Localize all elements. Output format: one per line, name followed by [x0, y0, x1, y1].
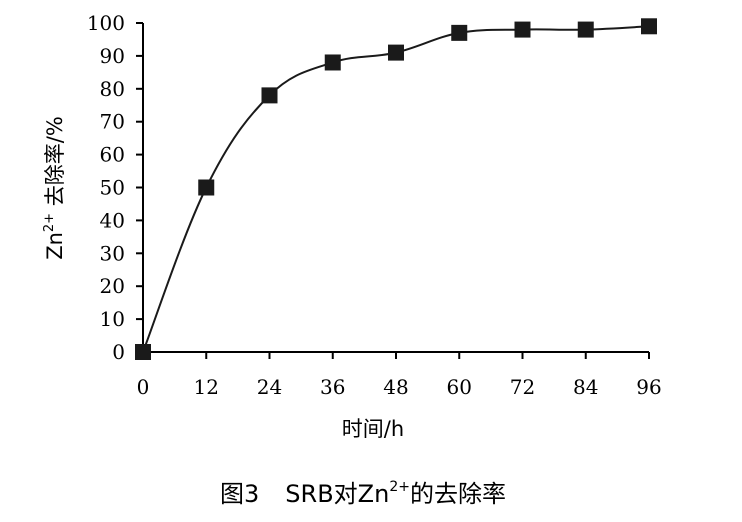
caption-superscript: 2+ — [389, 479, 410, 495]
x-tick-label: 96 — [636, 375, 661, 399]
y-axis-label-base: Zn — [43, 232, 67, 260]
x-tick-label: 12 — [194, 375, 219, 399]
x-ticks: 0 12 24 36 48 60 72 84 96 — [137, 352, 662, 399]
x-tick-label: 48 — [383, 375, 408, 399]
caption-prefix: 图3 — [220, 480, 259, 508]
caption-suffix: 的去除率 — [410, 480, 506, 508]
y-tick-label: 10 — [100, 307, 125, 331]
data-point-marker — [198, 179, 215, 196]
data-point-marker — [514, 21, 531, 38]
x-tick-label: 84 — [573, 375, 598, 399]
data-point-marker — [641, 18, 657, 35]
y-axis-label: Zn2+ 去除率/% — [42, 116, 67, 260]
y-tick-label: 40 — [100, 208, 125, 232]
data-point-marker — [324, 54, 341, 71]
y-tick-label: 90 — [100, 44, 125, 68]
x-tick-label: 36 — [320, 375, 345, 399]
x-tick-label: 0 — [137, 375, 150, 399]
y-tick-label: 100 — [87, 11, 125, 35]
y-tick-label: 80 — [100, 77, 125, 101]
figure-caption: 图3 SRB对Zn2+的去除率 — [220, 479, 506, 508]
data-point-marker — [577, 21, 594, 38]
caption-main: SRB对Zn — [285, 480, 389, 508]
axes — [142, 23, 649, 353]
y-ticks: 0 10 20 30 40 50 60 70 80 90 100 — [87, 11, 143, 364]
data-point-marker — [261, 87, 278, 104]
y-axis-label-text: 去除率/% — [43, 116, 67, 213]
y-tick-label: 50 — [100, 176, 125, 200]
data-point-marker — [388, 44, 404, 61]
x-axis-label: 时间/h — [342, 417, 404, 441]
y-tick-label: 0 — [112, 340, 125, 364]
y-tick-label: 60 — [100, 143, 125, 167]
y-tick-label: 20 — [100, 274, 125, 298]
data-point-marker — [451, 24, 468, 41]
y-axis-label-superscript: 2+ — [42, 213, 57, 232]
x-tick-label: 72 — [510, 375, 535, 399]
data-point-marker — [135, 344, 151, 360]
x-tick-label: 60 — [447, 375, 472, 399]
y-tick-label: 30 — [100, 241, 125, 265]
y-tick-label: 70 — [100, 110, 125, 134]
x-tick-label: 24 — [257, 375, 282, 399]
series-line — [142, 25, 650, 353]
data-markers — [135, 18, 657, 360]
